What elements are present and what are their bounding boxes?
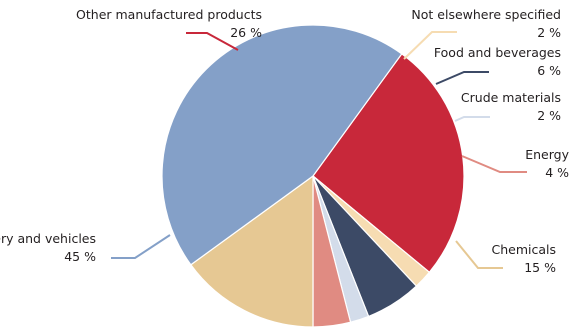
slice-label: Food and beverages: [434, 45, 561, 60]
pie-slice-chemicals: [190, 174, 314, 328]
slice-value-label: 15 %: [524, 260, 556, 275]
leader-line: [455, 240, 503, 269]
slice-value-label: 4 %: [545, 165, 569, 180]
leader-line: [454, 116, 490, 122]
slice-value-label: 45 %: [64, 249, 96, 264]
leader-lines: [111, 31, 527, 269]
slice-value-label: 2 %: [537, 25, 561, 40]
slice-label: Energy: [525, 147, 569, 162]
pie-slices: [161, 24, 465, 328]
leader-line: [435, 71, 489, 85]
slice-label: Crude materials: [461, 90, 561, 105]
slice-labels: Other manufactured products 26 % Not elsew…: [0, 7, 570, 275]
slice-value-label: 2 %: [537, 108, 561, 123]
slice-value-label: 26 %: [230, 25, 262, 40]
slice-label: Other manufactured products: [76, 7, 262, 22]
slice-value-label: 6 %: [537, 63, 561, 78]
leader-line: [461, 155, 527, 173]
pie-slice-machinery-and-vehicles: [161, 24, 403, 266]
leader-line: [186, 32, 239, 51]
leader-line: [403, 31, 457, 60]
leader-line: [111, 234, 171, 259]
slice-label: Machinery and vehicles: [0, 231, 96, 246]
slice-label: Not elsewhere specified: [411, 7, 561, 22]
slice-label: Chemicals: [491, 242, 556, 257]
